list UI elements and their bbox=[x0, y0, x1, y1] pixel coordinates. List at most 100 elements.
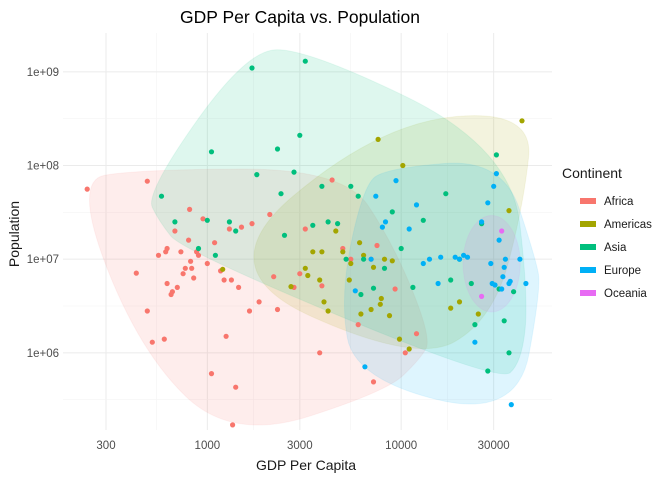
point-asia bbox=[468, 280, 474, 287]
legend-key-oceania bbox=[580, 290, 596, 296]
point-africa bbox=[189, 265, 195, 271]
point-asia bbox=[249, 65, 255, 71]
point-europe bbox=[472, 339, 478, 345]
point-asia bbox=[208, 149, 215, 155]
point-europe bbox=[373, 193, 379, 199]
legend-key-africa bbox=[580, 198, 596, 204]
point-asia bbox=[325, 219, 331, 225]
point-asia bbox=[212, 252, 218, 258]
point-americas bbox=[358, 311, 364, 317]
point-americas bbox=[348, 260, 354, 267]
point-africa bbox=[370, 379, 377, 385]
point-africa bbox=[319, 283, 325, 289]
point-africa bbox=[274, 306, 281, 313]
point-asia bbox=[410, 284, 416, 290]
point-americas bbox=[386, 313, 393, 319]
point-africa bbox=[191, 275, 197, 281]
point-africa bbox=[164, 280, 170, 287]
point-americas bbox=[325, 308, 331, 314]
point-americas bbox=[448, 305, 454, 311]
point-asia bbox=[297, 132, 303, 138]
point-africa bbox=[155, 252, 162, 258]
point-asia bbox=[278, 191, 284, 197]
point-africa bbox=[256, 299, 262, 305]
legend-label-africa: Africa bbox=[604, 196, 634, 208]
y-tick-label: 1e+07 bbox=[27, 254, 59, 266]
point-europe bbox=[456, 256, 463, 262]
grid bbox=[63, 33, 552, 430]
legend-label-americas: Americas bbox=[604, 219, 652, 231]
chart-title: GDP Per Capita vs. Population bbox=[180, 7, 420, 27]
point-africa bbox=[271, 274, 277, 280]
y-tick-label: 1e+08 bbox=[27, 161, 59, 173]
point-asia bbox=[281, 232, 288, 238]
point-americas bbox=[333, 228, 339, 234]
point-asia bbox=[343, 256, 349, 262]
point-africa bbox=[238, 224, 245, 230]
point-americas bbox=[375, 136, 381, 142]
point-africa bbox=[182, 265, 188, 271]
point-americas bbox=[368, 306, 374, 313]
point-europe bbox=[499, 286, 505, 292]
point-africa bbox=[180, 271, 186, 277]
y-tick-label: 1e+06 bbox=[27, 348, 59, 360]
x-tick-label: 3000 bbox=[287, 440, 313, 452]
point-asia bbox=[381, 265, 388, 271]
x-axis-title: GDP Per Capita bbox=[256, 457, 356, 473]
x-tick-label: 30000 bbox=[478, 440, 510, 452]
point-europe bbox=[523, 280, 529, 287]
point-europe bbox=[420, 260, 426, 267]
legend-key-asia bbox=[580, 244, 596, 250]
point-africa bbox=[236, 284, 242, 290]
point-americas bbox=[381, 256, 388, 262]
hull-asia bbox=[151, 49, 527, 375]
point-africa bbox=[329, 177, 335, 183]
point-africa bbox=[144, 308, 150, 314]
point-africa bbox=[223, 333, 229, 339]
legend-title: Continent bbox=[562, 165, 622, 181]
point-africa bbox=[164, 245, 170, 252]
point-europe bbox=[507, 278, 513, 284]
point-asia bbox=[472, 322, 478, 328]
point-asia bbox=[335, 221, 341, 227]
hull-europe bbox=[343, 162, 540, 405]
point-asia bbox=[302, 58, 308, 64]
point-asia bbox=[510, 289, 517, 295]
point-africa bbox=[212, 240, 218, 246]
point-asia bbox=[233, 228, 239, 234]
point-africa bbox=[246, 308, 253, 314]
legend-label-europe: Europe bbox=[604, 265, 641, 277]
point-europe bbox=[508, 402, 514, 408]
point-asia bbox=[319, 183, 325, 189]
point-americas bbox=[519, 118, 525, 124]
point-europe bbox=[491, 183, 497, 189]
point-asia bbox=[204, 217, 210, 223]
point-asia bbox=[398, 245, 404, 252]
point-africa bbox=[188, 258, 194, 264]
hull-americas bbox=[253, 115, 530, 350]
point-europe bbox=[393, 178, 399, 184]
point-americas bbox=[319, 249, 325, 255]
point-asia bbox=[358, 291, 364, 298]
point-americas bbox=[370, 264, 377, 270]
point-africa bbox=[133, 270, 139, 276]
y-axis-ticks: 1e+06 1e+07 1e+08 1e+09 bbox=[27, 67, 59, 360]
point-europe bbox=[485, 200, 491, 206]
point-africa bbox=[413, 331, 420, 337]
point-asia bbox=[226, 219, 232, 225]
point-africa bbox=[355, 322, 361, 328]
x-tick-label: 10000 bbox=[385, 440, 417, 452]
point-americas bbox=[396, 336, 403, 342]
point-europe bbox=[517, 256, 523, 262]
point-asia bbox=[389, 209, 395, 215]
point-asia bbox=[291, 169, 297, 175]
point-europe bbox=[379, 224, 385, 230]
point-africa bbox=[186, 237, 192, 243]
point-americas bbox=[406, 346, 412, 352]
point-africa bbox=[200, 216, 206, 222]
point-europe bbox=[452, 254, 458, 260]
point-africa bbox=[208, 371, 215, 377]
point-africa bbox=[187, 206, 193, 212]
point-europe bbox=[464, 254, 471, 260]
legend: Continent Africa Americas Asia Europe Oceani… bbox=[562, 165, 652, 300]
